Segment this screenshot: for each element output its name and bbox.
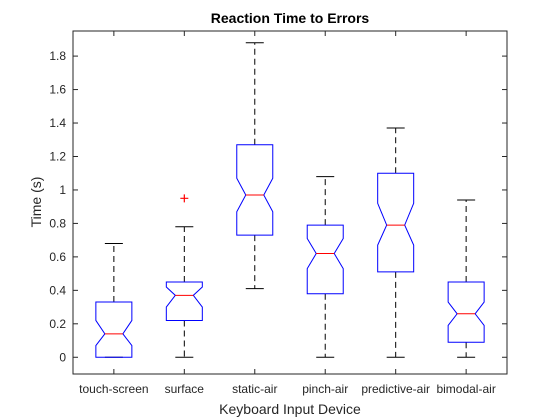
notched-box <box>95 301 133 358</box>
notched-box <box>447 281 485 343</box>
notched-box <box>306 224 344 295</box>
y-tick-label: 0.4 <box>49 283 66 297</box>
y-tick-label: 0.2 <box>49 317 66 331</box>
y-tick-label: 1 <box>59 183 66 197</box>
box-group-touch-screen <box>95 242 133 358</box>
box-group-static-air <box>236 42 274 290</box>
axes: 0 0.2 0.4 0.6 0.8 1 1.2 1.4 1.6 1.8 touch-screen su… <box>49 30 508 396</box>
box-group-pinch-air <box>306 176 344 358</box>
notched-box <box>377 172 415 273</box>
x-axis-label: Keyboard Input Device <box>219 401 361 417</box>
box-group-bimodal-air <box>447 199 485 358</box>
x-tick-label: bimodal-air <box>436 382 495 396</box>
x-tick-label: pinch-air <box>302 382 348 396</box>
y-tick-label: 1.4 <box>49 116 66 130</box>
outlier-marker <box>180 194 189 203</box>
axes-frame <box>72 30 508 375</box>
y-tick-label: 0 <box>59 350 66 364</box>
chart-title: Reaction Time to Errors <box>211 10 370 26</box>
x-tick-label: predictive-air <box>361 382 430 396</box>
y-tick-label: 0.6 <box>49 250 66 264</box>
y-tick-label: 1.6 <box>49 83 66 97</box>
chart-marks <box>95 42 485 358</box>
box-group-predictive-air <box>377 127 415 358</box>
plot-area <box>73 31 507 374</box>
y-tick-label: 1.8 <box>49 49 66 63</box>
notched-box <box>165 281 203 321</box>
notched-box <box>236 144 274 236</box>
y-tick-label: 0.8 <box>49 216 66 230</box>
x-tick-label: static-air <box>232 382 277 396</box>
y-axis-label: Time (s) <box>28 177 44 228</box>
x-tick-label: surface <box>165 382 205 396</box>
y-tick-label: 1.2 <box>49 149 66 163</box>
box-group-surface <box>165 194 203 358</box>
x-tick-label: touch-screen <box>79 382 148 396</box>
